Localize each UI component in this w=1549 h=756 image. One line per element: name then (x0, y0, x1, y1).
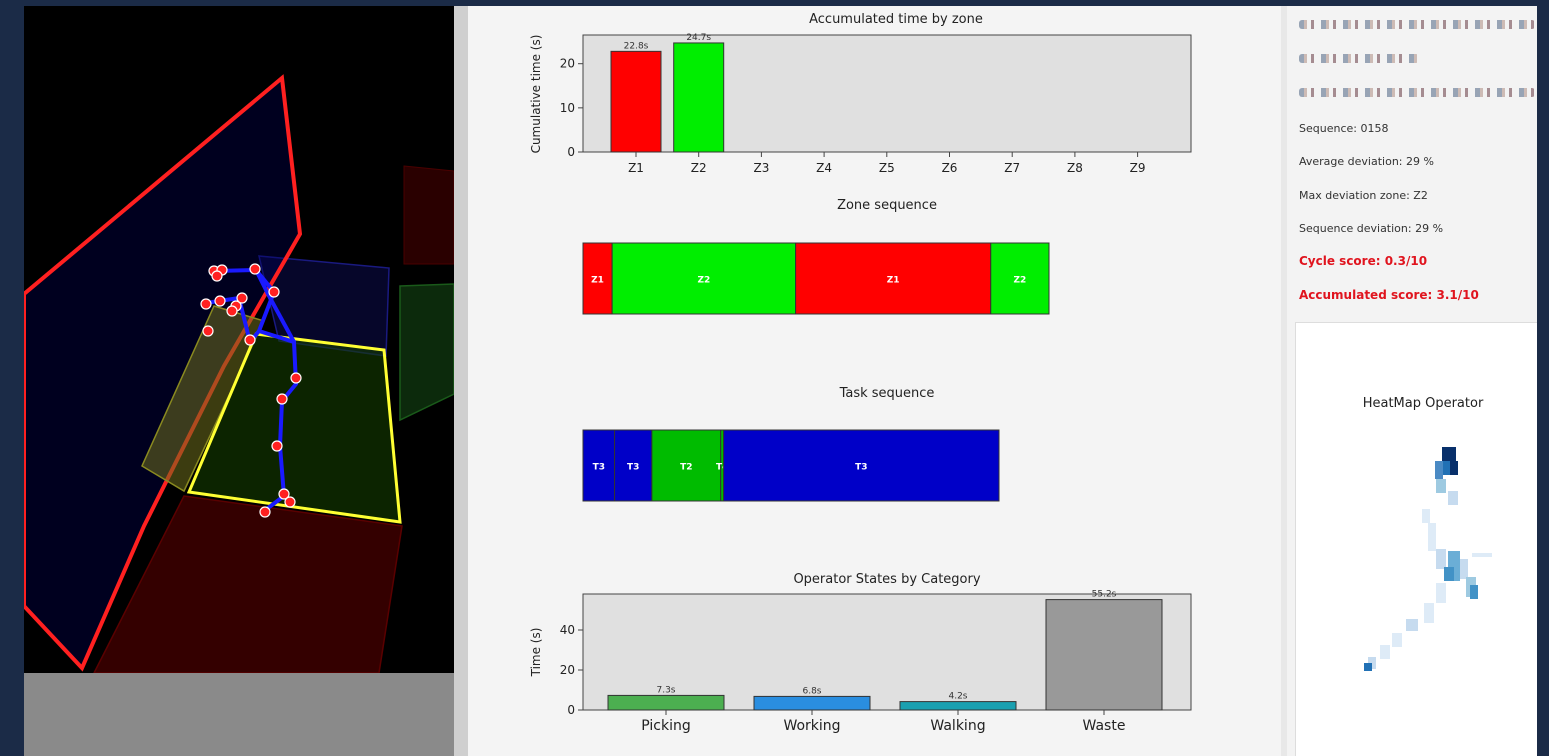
st-xtick-label: Picking (641, 718, 690, 734)
acc-xtick-label: Z4 (816, 161, 832, 175)
st-bar-waste (1045, 599, 1163, 711)
blurred-header-line-2 (1299, 54, 1419, 63)
camera-overlay (24, 74, 454, 673)
heatmap-cells (1364, 447, 1492, 671)
acc-data-label: 22.8s (624, 41, 649, 51)
zone-seq-segment (795, 242, 992, 315)
camera-floor-area (24, 673, 454, 756)
task-sequence-chart: Task sequence T3 T3 T2 T4 T3 (582, 386, 1000, 502)
st-xtick-label: Walking (930, 718, 985, 734)
states-ylabel: Time (s) (529, 628, 543, 678)
acc-xtick-label: Z3 (753, 161, 769, 175)
heatmap-title: HeatMap Operator (1363, 396, 1484, 411)
task-seq-segment-label: T2 (680, 463, 692, 473)
st-bar-walking (899, 701, 1017, 711)
acc-xtick-label: Z5 (879, 161, 895, 175)
skeleton-keypoints (200, 263, 302, 518)
zone-dark-red (93, 495, 403, 673)
zone-olive (141, 305, 266, 493)
zone-dark-red-small (403, 165, 454, 265)
sequence-deviation-label: Sequence deviation: 29 % (1299, 222, 1444, 235)
acc-xtick-label: Z1 (628, 161, 644, 175)
task-seq-segment (651, 429, 722, 502)
st-xtick-label: Working (783, 718, 840, 734)
accumulated-ylabel: Cumulative time (s) (529, 35, 543, 154)
heatmap-panel: HeatMap Operator (1295, 322, 1537, 756)
task-seq-segment-label: T4 (716, 463, 728, 473)
acc-xtick-label: Z9 (1130, 161, 1146, 175)
acc-data-label: 24.7s (686, 33, 711, 43)
zone-yellow (186, 332, 402, 524)
panel-gap (454, 6, 468, 756)
acc-ytick-label: 10 (560, 101, 575, 115)
acc-ytick-label: 0 (567, 145, 575, 159)
right-edge (1537, 6, 1549, 756)
zone-seq-segment-label: Z2 (1013, 276, 1026, 286)
acc-bar-z1 (610, 50, 662, 153)
zone-seq-segment-label: Z1 (887, 276, 900, 286)
st-ytick-label: 40 (560, 623, 575, 637)
zone-seq-segment (611, 242, 797, 315)
task-seq-segment-label: T3 (855, 463, 867, 473)
st-data-label: 4.2s (948, 692, 967, 702)
st-data-label: 55.2s (1092, 590, 1117, 600)
states-chart-title: Operator States by Category (793, 572, 980, 587)
acc-xtick-label: Z7 (1004, 161, 1020, 175)
task-seq-segment (582, 429, 616, 502)
blurred-header-line-1 (1299, 20, 1535, 29)
zone-seq-segment-label: Z1 (591, 276, 604, 286)
acc-xtick-label: Z2 (691, 161, 707, 175)
zone-green-right (399, 283, 454, 422)
heatmap-svg: HeatMap Operator (1363, 396, 1492, 671)
max-deviation-zone-label: Max deviation zone: Z2 (1299, 189, 1428, 202)
task-sequence-title: Task sequence (839, 386, 935, 401)
cycle-score-label: Cycle score: 0.3/10 (1299, 254, 1428, 268)
acc-ytick-label: 20 (560, 57, 575, 71)
zone-sequence-chart: Zone sequence Z1 Z2 Z1 Z2 (582, 198, 1050, 315)
st-bar-working (753, 695, 871, 711)
st-ytick-label: 0 (567, 703, 575, 717)
st-data-label: 7.3s (656, 685, 675, 695)
camera-view (24, 6, 454, 673)
acc-bar-z2 (673, 42, 725, 153)
operator-states-chart: Operator States by Category 0 20 40 7.3s 6.… (529, 572, 1192, 734)
task-seq-segment (723, 429, 1000, 502)
st-bar-picking (607, 694, 725, 711)
zone-seq-segment (990, 242, 1050, 315)
panel-divider (1281, 6, 1287, 756)
task-seq-segment-label: T3 (627, 463, 639, 473)
st-data-label: 6.8s (802, 686, 821, 696)
accumulated-chart-title: Accumulated time by zone (809, 12, 983, 27)
accumulated-score-label: Accumulated score: 3.1/10 (1299, 288, 1479, 302)
charts-svg: Accumulated time by zone 0 10 20 22.8s 24.7… (529, 12, 1192, 734)
zone-seq-segment-label: Z2 (697, 276, 710, 286)
acc-xtick-label: Z6 (942, 161, 958, 175)
st-xtick-label: Waste (1083, 718, 1126, 734)
zone-seq-segment (582, 242, 613, 315)
sequence-label: Sequence: 0158 (1299, 122, 1389, 135)
accumulated-time-chart: Accumulated time by zone 0 10 20 22.8s 24.7… (529, 12, 1192, 175)
charts-panel: Accumulated time by zone 0 10 20 22.8s 24.7… (468, 6, 1281, 756)
st-ytick-label: 20 (560, 663, 575, 677)
blurred-header-line-3 (1299, 88, 1535, 97)
task-seq-segment-label: T3 (593, 463, 605, 473)
average-deviation-label: Average deviation: 29 % (1299, 155, 1434, 168)
info-panel: Sequence: 0158 Average deviation: 29 % M… (1287, 6, 1537, 756)
task-seq-segment (614, 429, 653, 502)
acc-xtick-label: Z8 (1067, 161, 1083, 175)
zone-sequence-title: Zone sequence (837, 198, 937, 213)
